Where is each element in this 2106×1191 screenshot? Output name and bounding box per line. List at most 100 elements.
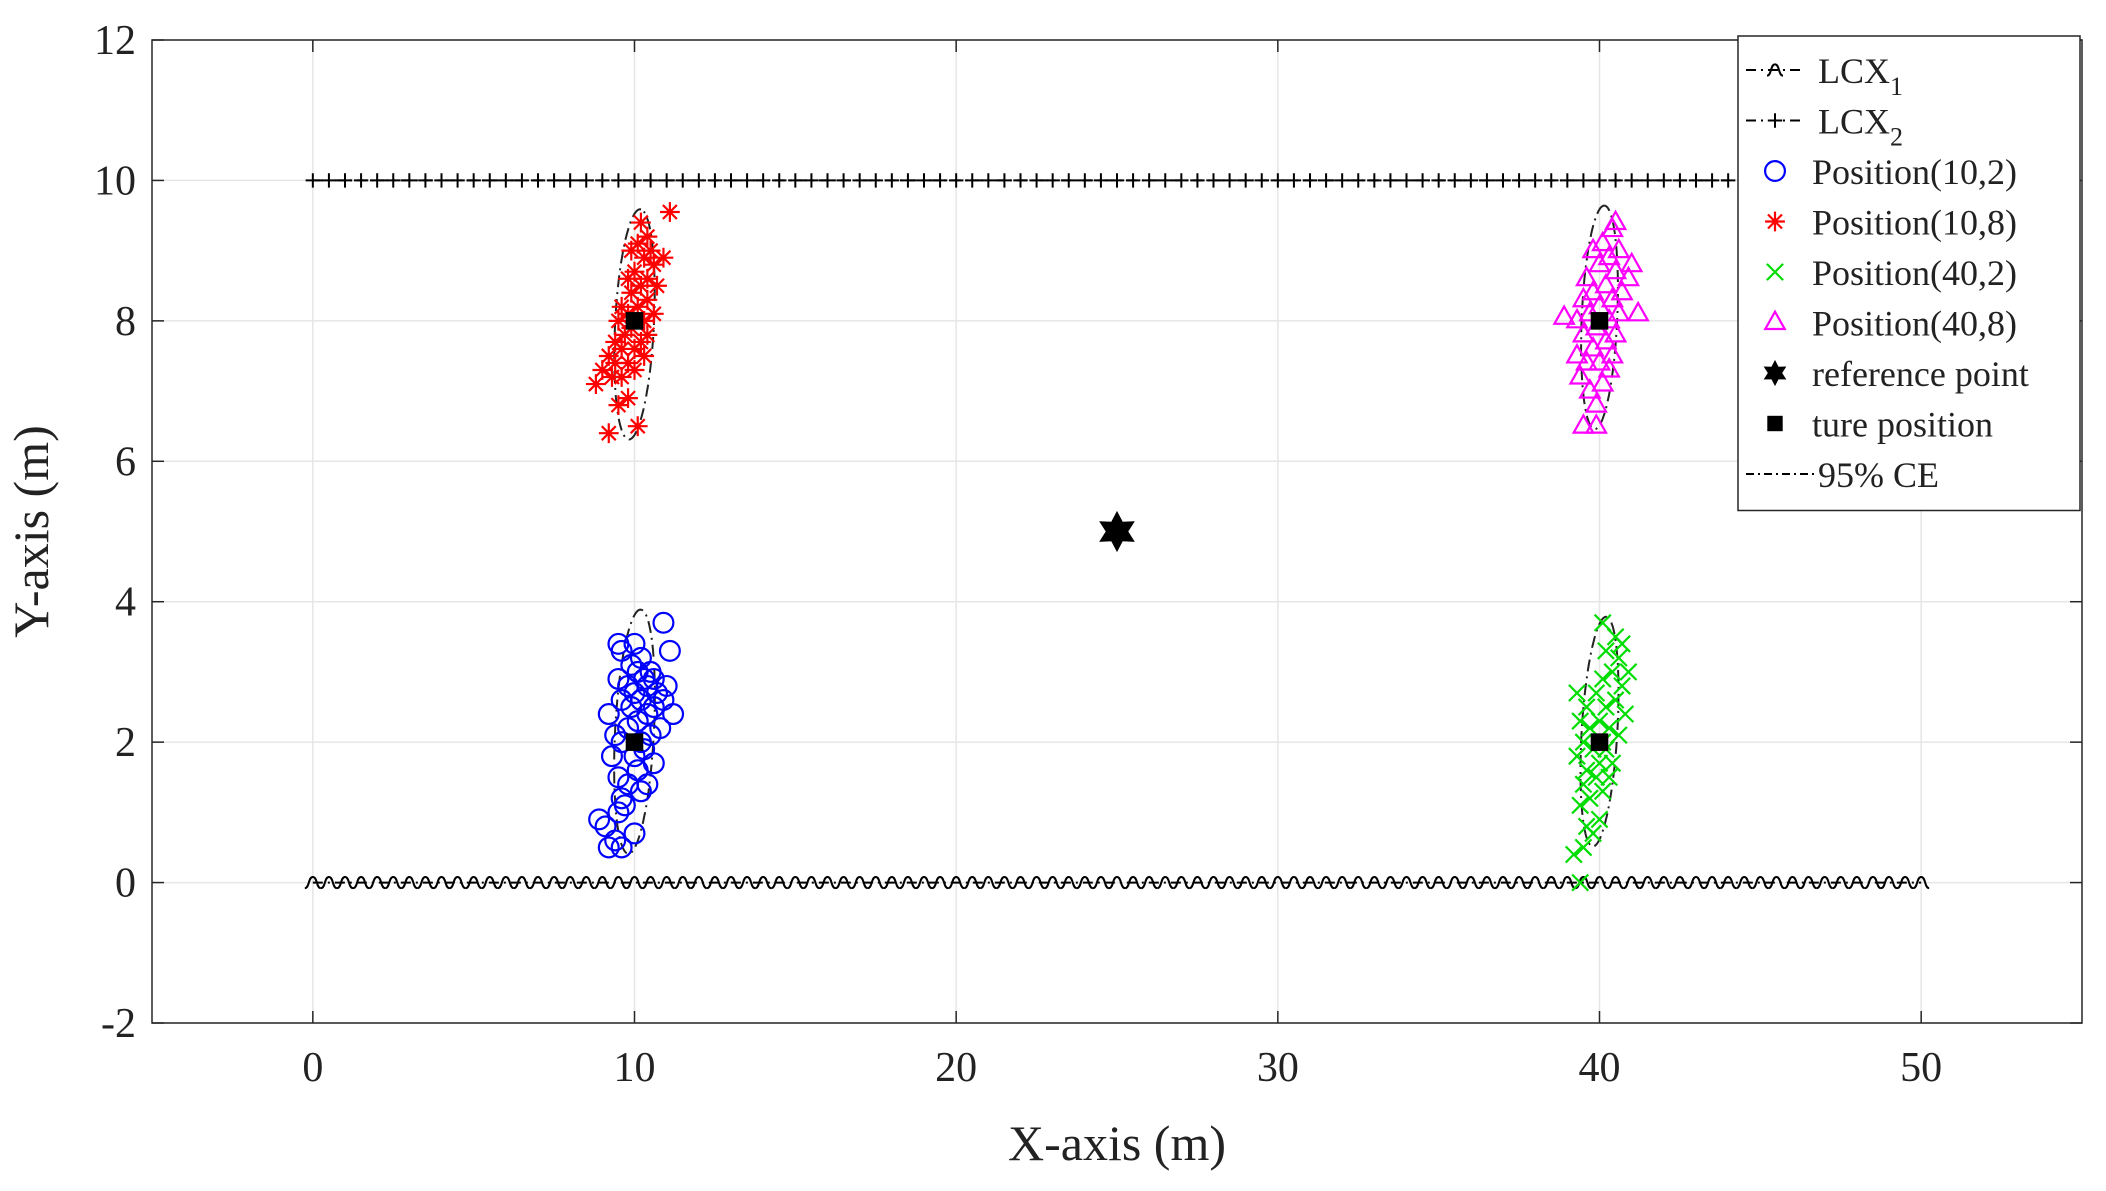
data-point: [640, 240, 661, 261]
y-tick-label: 0: [115, 861, 136, 907]
cable-marker: [770, 875, 788, 890]
data-point: [659, 202, 680, 222]
x-tick-label: 30: [1257, 1045, 1299, 1091]
data-point: [623, 822, 646, 845]
cable-marker: [1141, 173, 1157, 188]
cable-marker: [1896, 875, 1914, 890]
cable-marker: [434, 173, 449, 188]
cable-marker: [1254, 173, 1269, 188]
legend-label: ture position: [1812, 405, 1993, 445]
cable-marker: [1028, 875, 1045, 890]
cable-marker: [1671, 875, 1689, 890]
cable-marker: [706, 875, 724, 890]
cable-marker: [1061, 173, 1076, 188]
x-axis-label: X-axis (m): [1008, 1115, 1226, 1171]
data-point: [626, 660, 649, 683]
data-point: [1099, 510, 1135, 553]
cable-marker: [482, 173, 497, 188]
cable-marker: [658, 875, 675, 890]
legend-entry: ture position: [1767, 405, 1993, 445]
cable-marker: [466, 173, 481, 188]
cable-marker: [755, 173, 771, 188]
cable-marker: [1285, 875, 1303, 890]
data-point: [624, 261, 645, 282]
cable-marker: [1222, 173, 1237, 188]
data-point: [608, 395, 629, 416]
cable-marker: [1592, 173, 1607, 188]
cable-marker: [1318, 173, 1334, 188]
data-point: [1574, 733, 1593, 752]
cable-marker: [433, 875, 450, 890]
data-point: [610, 836, 633, 859]
cable-marker: [707, 173, 723, 188]
data-point: [1597, 356, 1621, 378]
data-point: [597, 836, 620, 859]
cable-marker: [642, 875, 659, 890]
cable-marker: [1640, 173, 1655, 188]
data-point: [1574, 838, 1593, 857]
cable-marker: [1462, 875, 1480, 890]
cable-marker: [722, 875, 740, 890]
data-point: [1591, 230, 1615, 252]
data-point: [1587, 251, 1612, 273]
cable-marker: [1092, 875, 1110, 890]
cable-marker: [465, 875, 482, 890]
cable-marker: [690, 875, 708, 890]
cable-marker: [1333, 875, 1351, 890]
cable-marker: [1158, 173, 1173, 188]
legend-marker: [1767, 415, 1783, 432]
data-point: [1607, 300, 1631, 322]
series-position-10-8-: [586, 202, 680, 444]
cable-marker: [336, 875, 354, 890]
legend-label: 95% CE: [1818, 455, 1939, 495]
cable-marker: [947, 875, 965, 890]
data-point: [1603, 663, 1622, 681]
cable-marker: [788, 173, 803, 188]
data-point: [1577, 817, 1596, 836]
data-point: [653, 247, 674, 268]
cable-marker: [1124, 875, 1142, 890]
cable-marker: [1526, 875, 1544, 890]
x-tick-label: 10: [614, 1045, 656, 1091]
data-point: [652, 611, 675, 634]
cable-marker: [1382, 875, 1399, 890]
cable-marker: [819, 875, 836, 890]
data-point: [1593, 670, 1612, 688]
cable-marker: [1317, 875, 1335, 890]
series-position-10-2-: [588, 611, 685, 859]
data-point: [623, 632, 646, 655]
legend-entry: 95% CE: [1746, 455, 1939, 495]
cable-marker: [1704, 173, 1720, 188]
data-point: [1590, 754, 1609, 773]
cable-marker: [1880, 875, 1898, 890]
cable-marker: [1221, 875, 1238, 890]
data-point: [1577, 761, 1596, 780]
data-point: [607, 801, 630, 824]
cable-marker: [1624, 173, 1639, 188]
data-point: [1584, 413, 1608, 434]
legend-marker: [1765, 211, 1785, 232]
cable-marker: [1494, 875, 1512, 890]
series-position-40-2-: [1564, 613, 1638, 892]
data-point: [1571, 873, 1590, 892]
cable-marker: [1447, 173, 1462, 188]
cable-marker: [402, 173, 417, 188]
cable-marker: [1109, 173, 1125, 188]
cable-marker: [1156, 875, 1174, 890]
data-point: [627, 233, 648, 254]
cable-marker: [963, 875, 981, 890]
cable-marker: [1431, 173, 1446, 188]
data-point: [1581, 237, 1605, 259]
cable-marker: [868, 173, 883, 188]
y-tick-label: 6: [115, 439, 136, 485]
legend-entry: reference point: [1763, 354, 2029, 394]
cable-marker: [1495, 173, 1511, 188]
data-point: [1593, 613, 1612, 632]
cable-marker: [659, 173, 674, 188]
cable-marker: [1399, 173, 1414, 188]
data-point: [1600, 286, 1624, 308]
cable-marker: [803, 875, 820, 890]
cable-marker: [948, 173, 964, 188]
cable-marker: [1544, 173, 1559, 188]
